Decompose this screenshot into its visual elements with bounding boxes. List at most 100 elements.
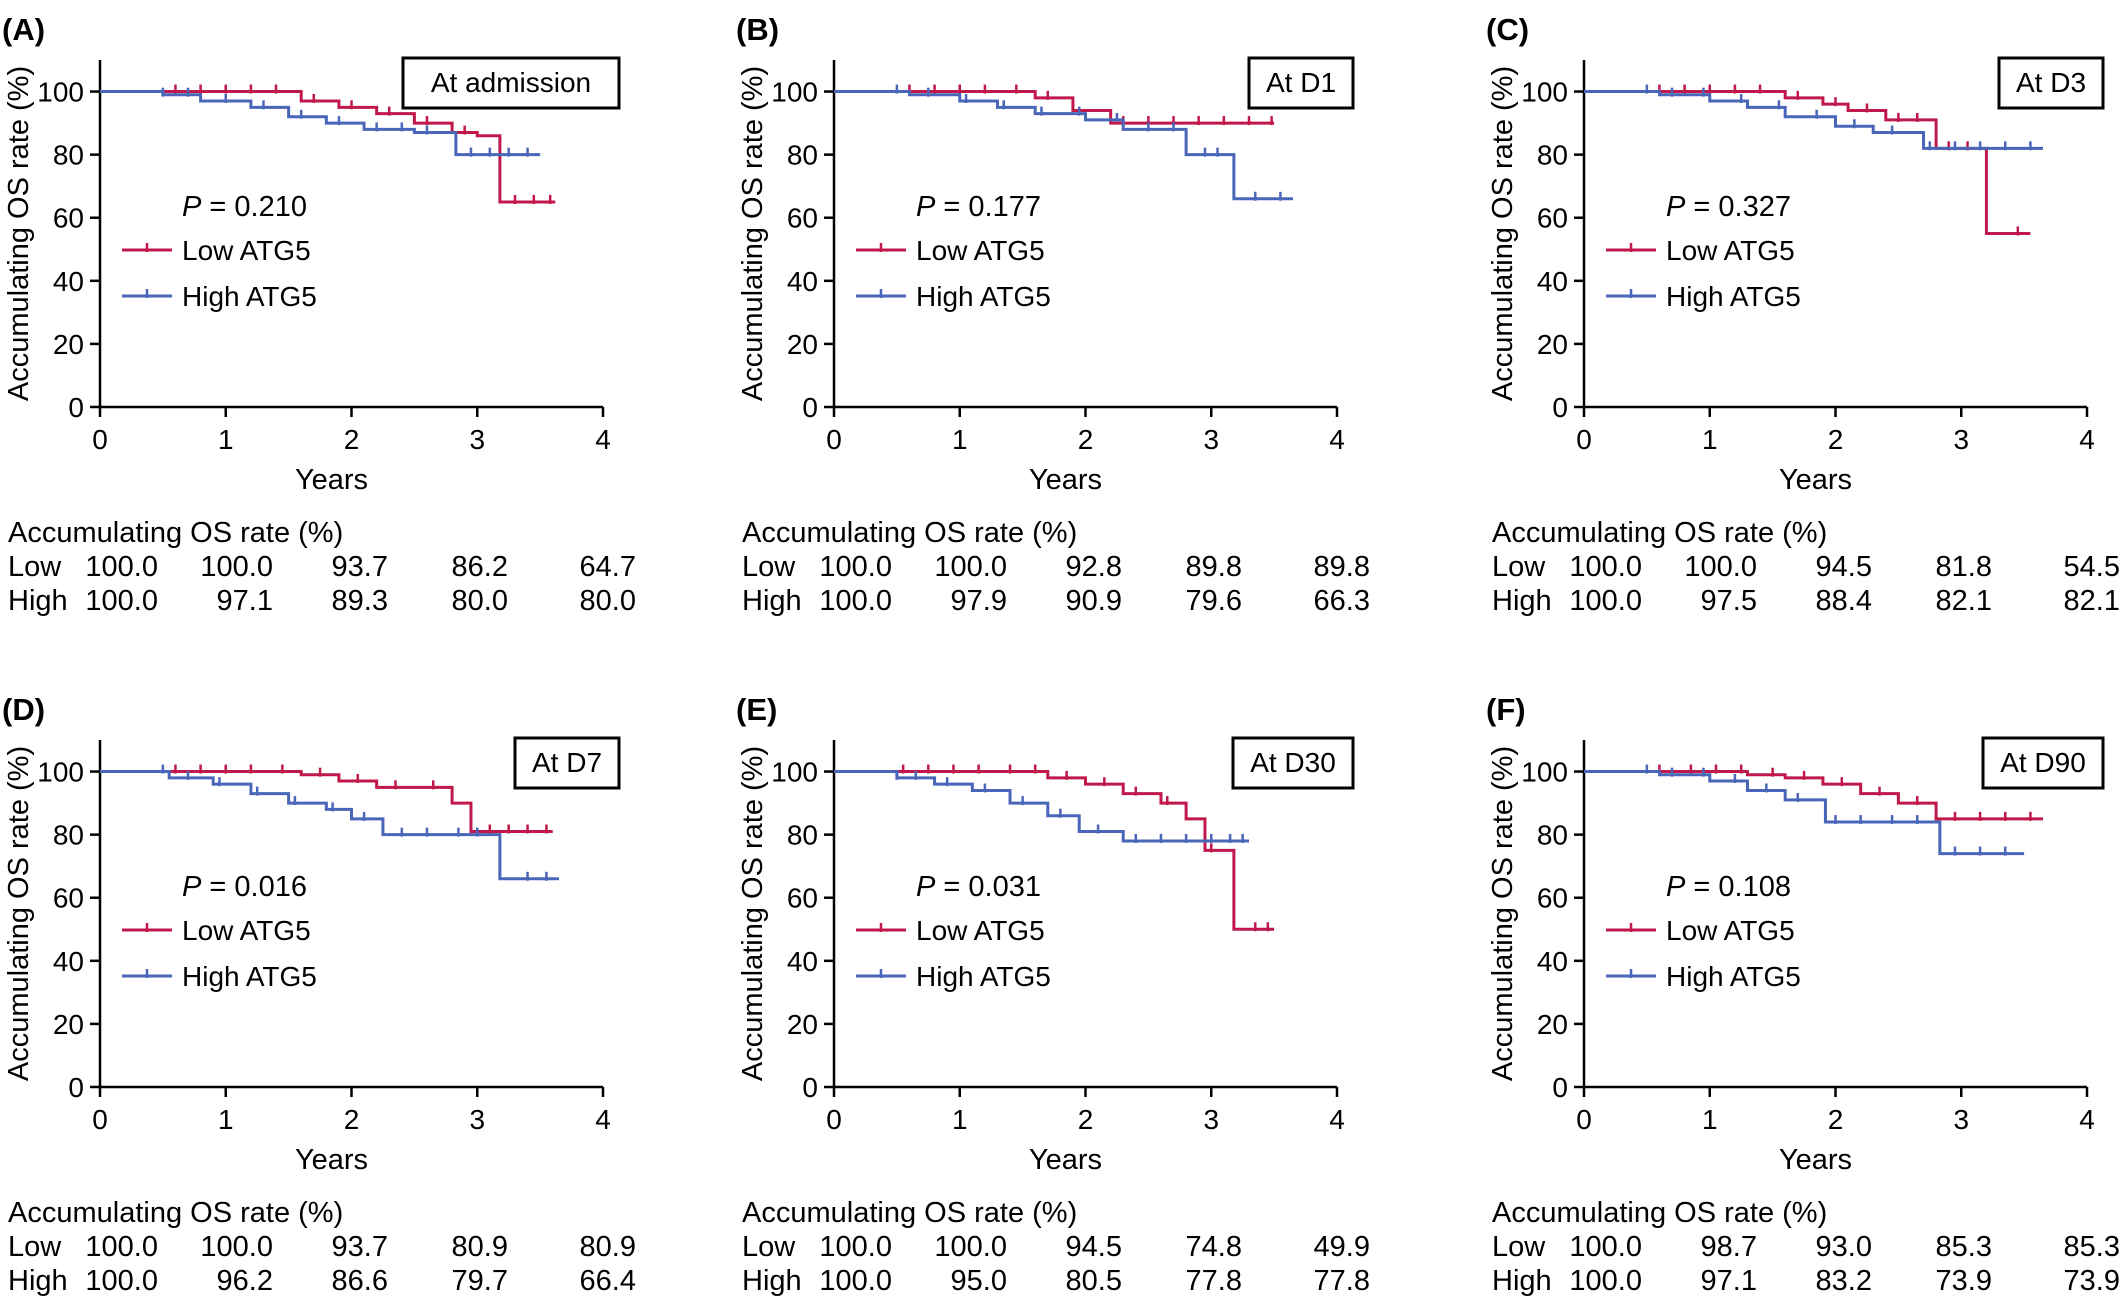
- os-rate-table: Accumulating OS rate (%) Low 100.0 100.0 93.…: [8, 516, 648, 618]
- y-tick-label: 40: [787, 266, 818, 297]
- table-cell: 73.9: [2063, 1265, 2120, 1297]
- x-tick-label: 4: [1329, 424, 1345, 455]
- legend-label: Low ATG5: [182, 915, 311, 946]
- y-tick-label: 40: [787, 946, 818, 977]
- row-label: High: [1492, 585, 1552, 617]
- table-cell: 100.0: [85, 585, 158, 617]
- p-value: P = 0.327: [1666, 191, 1791, 223]
- panel-letter: (D): [2, 692, 45, 727]
- table-cell: 98.7: [1700, 1231, 1757, 1263]
- table-cell: 100.0: [819, 585, 892, 617]
- table-cell: 79.7: [451, 1265, 508, 1297]
- table-row-low: Low 100.0 100.0 94.5 81.8 54.5: [1492, 550, 2128, 584]
- table-cell: 66.3: [1313, 585, 1370, 617]
- p-value: P = 0.210: [182, 191, 307, 223]
- y-tick-label: 80: [53, 140, 84, 171]
- p-value-text: = 0.108: [1685, 871, 1791, 903]
- p-value-text: = 0.177: [935, 191, 1041, 223]
- x-tick-label: 2: [344, 424, 360, 455]
- table-row-low: Low 100.0 98.7 93.0 85.3 85.3: [1492, 1230, 2128, 1264]
- x-tick-label: 2: [344, 1104, 360, 1135]
- x-tick-label: 1: [1702, 1104, 1718, 1135]
- chart-title: At D3: [2016, 67, 2086, 98]
- x-tick-label: 3: [469, 1104, 485, 1135]
- x-tick-label: 1: [952, 424, 968, 455]
- table-cell: 64.7: [579, 551, 636, 583]
- table-cell: 74.8: [1185, 1231, 1242, 1263]
- title-box: [513, 736, 621, 790]
- chart-title: At D30: [1250, 747, 1336, 778]
- p-symbol: P: [916, 871, 936, 903]
- km-panel-2: (B) 0 20 40 60 80 100 0 1 2 3 4 Years Accumulating OS…: [736, 12, 1355, 496]
- table-cell: 100.0: [85, 551, 158, 583]
- table-title: Accumulating OS rate (%): [1492, 1197, 1828, 1229]
- table-cell: 86.6: [331, 1265, 388, 1297]
- x-tick-label: 4: [595, 424, 611, 455]
- y-tick-label: 20: [787, 1009, 818, 1040]
- table-cell: 100.0: [1684, 551, 1757, 583]
- survival-curve-low: [100, 90, 556, 204]
- x-axis-label: Years: [295, 1144, 368, 1176]
- table-cell: 100.0: [819, 1231, 892, 1263]
- y-tick-label: 20: [1537, 329, 1568, 360]
- y-axis-label: Accumulating OS rate (%): [1487, 746, 1519, 1081]
- p-value-text: = 0.031: [935, 871, 1041, 903]
- table-cell: 93.7: [331, 1231, 388, 1263]
- p-symbol: P: [182, 871, 202, 903]
- x-axis-label: Years: [1029, 1144, 1102, 1176]
- title-box: [1981, 736, 2105, 790]
- x-tick-label: 2: [1828, 424, 1844, 455]
- km-panel-1: (A) 0 20 40 60 80 100 0 1 2 3 4 Years Accumulating OS…: [2, 12, 621, 496]
- y-tick-label: 80: [53, 820, 84, 851]
- y-axis-label: Accumulating OS rate (%): [3, 746, 35, 1081]
- x-tick-label: 0: [1576, 424, 1592, 455]
- y-tick-label: 60: [787, 203, 818, 234]
- y-tick-label: 80: [787, 820, 818, 851]
- y-tick-label: 100: [771, 757, 818, 788]
- table-cell: 82.1: [1935, 585, 1992, 617]
- table-cell: 89.8: [1185, 551, 1242, 583]
- table-cell: 100.0: [1569, 551, 1642, 583]
- legend-label: High ATG5: [1666, 961, 1801, 992]
- legend-label: High ATG5: [1666, 281, 1801, 312]
- table-cell: 97.5: [1700, 585, 1757, 617]
- p-value: P = 0.177: [916, 191, 1041, 223]
- y-tick-label: 100: [771, 77, 818, 108]
- title-box: [1997, 56, 2105, 110]
- survival-curve-low: [834, 90, 1275, 125]
- row-label: Low: [742, 1231, 796, 1263]
- table-title: Accumulating OS rate (%): [8, 517, 344, 549]
- table-row-high: High 100.0 97.1 89.3 80.0 80.0: [8, 584, 648, 618]
- table-row-high: High 100.0 97.5 88.4 82.1 82.1: [1492, 584, 2128, 618]
- table-cell: 97.1: [1700, 1265, 1757, 1297]
- x-tick-label: 3: [1203, 1104, 1219, 1135]
- panel-letter: (C): [1486, 12, 1529, 47]
- legend-label: Low ATG5: [916, 235, 1045, 266]
- p-symbol: P: [916, 191, 936, 223]
- x-tick-label: 1: [218, 424, 234, 455]
- y-tick-label: 80: [1537, 820, 1568, 851]
- table-cell: 85.3: [1935, 1231, 1992, 1263]
- survival-curve-low: [1584, 90, 2031, 235]
- p-symbol: P: [1666, 191, 1686, 223]
- os-rate-table: Accumulating OS rate (%) Low 100.0 100.0 94.…: [742, 1196, 1382, 1298]
- row-label: High: [1492, 1265, 1552, 1297]
- table-title: Accumulating OS rate (%): [1492, 517, 1828, 549]
- table-cell: 66.4: [579, 1265, 636, 1297]
- table-cell: 100.0: [85, 1231, 158, 1263]
- x-tick-label: 0: [92, 1104, 108, 1135]
- km-panel-3: (C) 0 20 40 60 80 100 0 1 2 3 4 Years Accumulating OS…: [1486, 12, 2105, 496]
- table-title: Accumulating OS rate (%): [742, 1197, 1078, 1229]
- row-label: Low: [8, 1231, 62, 1263]
- x-axis-label: Years: [295, 464, 368, 496]
- table-cell: 80.9: [579, 1231, 636, 1263]
- y-tick-label: 60: [787, 883, 818, 914]
- table-cell: 93.0: [1815, 1231, 1872, 1263]
- p-value: P = 0.031: [916, 871, 1041, 903]
- p-symbol: P: [1666, 871, 1686, 903]
- x-tick-label: 3: [1953, 424, 1969, 455]
- y-tick-label: 60: [53, 203, 84, 234]
- table-cell: 95.0: [950, 1265, 1007, 1297]
- table-title: Accumulating OS rate (%): [8, 1197, 344, 1229]
